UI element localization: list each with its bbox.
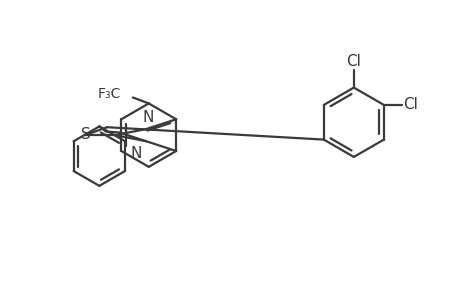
Text: N: N — [130, 146, 142, 161]
Text: Cl: Cl — [346, 54, 360, 69]
Text: Cl: Cl — [402, 98, 417, 112]
Text: N: N — [142, 110, 153, 125]
Text: F₃C: F₃C — [97, 86, 121, 100]
Text: S: S — [81, 127, 91, 142]
